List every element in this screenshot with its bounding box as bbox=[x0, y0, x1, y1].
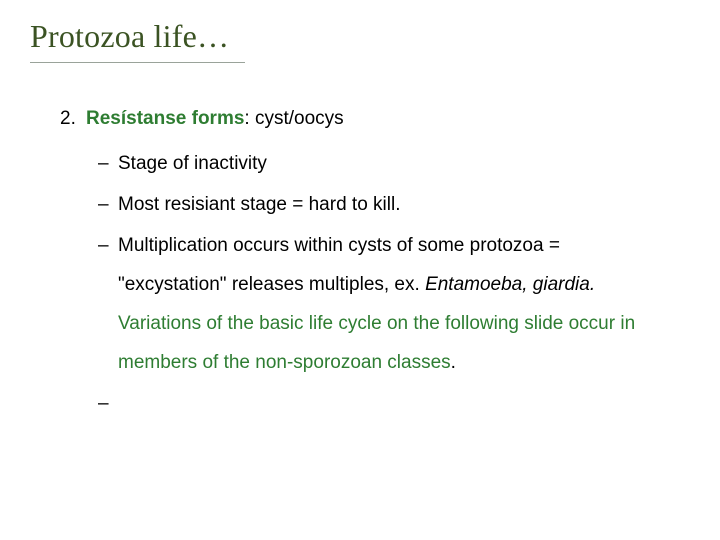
seg-green: Variations of the basic life cycle on th… bbox=[118, 313, 635, 373]
sub-text: Stage of inactivity bbox=[118, 145, 670, 184]
seg-italic: Entamoeba, giardia. bbox=[425, 274, 595, 295]
lead-bold: Resístanse forms bbox=[86, 108, 244, 129]
seg-period: . bbox=[451, 352, 456, 373]
slide-title: Protozoa life… bbox=[30, 18, 229, 55]
dash-marker: – bbox=[98, 385, 118, 424]
list-item: – Stage of inactivity bbox=[98, 145, 670, 184]
slide-body: 2. Resístanse forms: cyst/oocys – Stage … bbox=[60, 100, 670, 426]
title-underline bbox=[30, 62, 245, 63]
list-item: – Most resisiant stage = hard to kill. bbox=[98, 186, 670, 225]
lead-rest: : cyst/oocys bbox=[244, 108, 343, 129]
list-item-2: 2. Resístanse forms: cyst/oocys bbox=[60, 100, 670, 139]
dash-marker: – bbox=[98, 145, 118, 184]
sub-text: Most resisiant stage = hard to kill. bbox=[118, 186, 670, 225]
dash-marker: – bbox=[98, 186, 118, 225]
list-item: – Multiplication occurs within cysts of … bbox=[98, 227, 670, 383]
dash-marker: – bbox=[98, 227, 118, 383]
sub-text bbox=[118, 385, 670, 424]
slide: Protozoa life… 2. Resístanse forms: cyst… bbox=[0, 0, 720, 540]
list-item: – bbox=[98, 385, 670, 424]
list-text: Resístanse forms: cyst/oocys bbox=[86, 100, 670, 139]
sub-text-mixed: Multiplication occurs within cysts of so… bbox=[118, 227, 670, 383]
sublist: – Stage of inactivity – Most resisiant s… bbox=[98, 145, 670, 424]
list-number: 2. bbox=[60, 100, 86, 139]
